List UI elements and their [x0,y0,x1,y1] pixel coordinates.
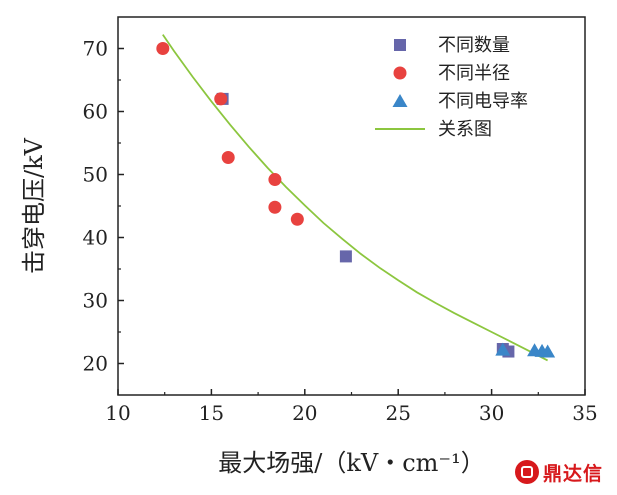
data-point-circle [268,173,282,187]
legend-swatch-square [394,39,406,51]
y-tick-label: 30 [83,289,108,313]
fit-line [162,34,549,362]
legend-label: 关系图 [438,119,492,140]
data-point-circle [221,150,235,164]
data-point-triangle [540,344,556,358]
x-tick-label: 35 [572,401,597,425]
legend-swatch-circle [393,66,407,80]
watermark-text: 鼎达信 [543,462,604,485]
data-point-triangle [495,342,511,356]
y-axis-title: 击穿电压/kV [20,137,48,274]
y-tick-label: 20 [83,352,108,376]
x-tick-label: 30 [479,401,504,425]
plot-frame [117,16,586,396]
data-point-circle [214,92,228,106]
y-tick-label: 60 [83,100,108,124]
watermark-logo-icon [515,460,539,484]
y-tick-label: 70 [83,37,108,61]
watermark: 鼎达信 [515,458,603,486]
legend-label: 不同半径 [438,63,510,84]
data-point-circle [290,212,304,226]
y-tick-label: 40 [83,226,108,250]
x-tick-label: 20 [292,401,317,425]
data-point-circle [156,42,170,55]
x-axis-title: 最大场强/（kV・cm⁻¹） [218,449,484,477]
y-tick-label: 50 [83,163,108,187]
legend-swatch-triangle [392,94,408,107]
legend-label: 不同电导率 [438,91,528,112]
data-point-square [339,250,352,263]
x-tick-label: 10 [105,401,130,425]
x-tick-label: 15 [199,401,224,425]
x-tick-label: 25 [385,401,410,425]
data-point-circle [268,200,282,214]
legend-label: 不同数量 [438,35,510,56]
